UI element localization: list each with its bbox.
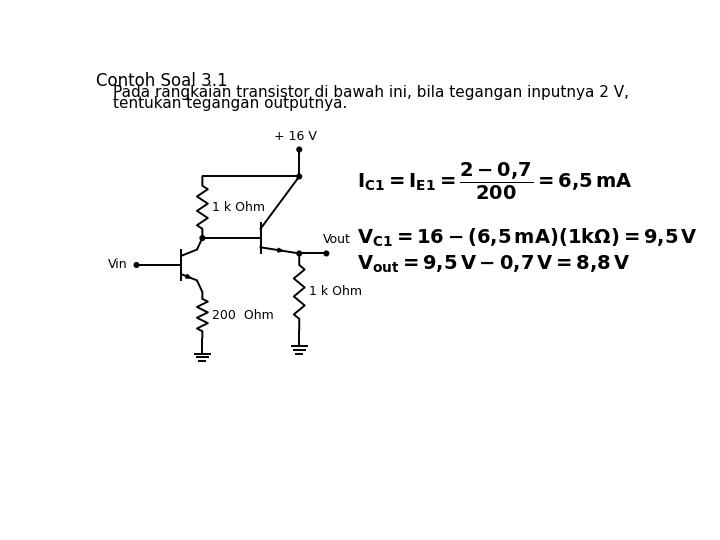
Circle shape [297, 251, 302, 256]
Circle shape [297, 174, 302, 179]
Text: Vout: Vout [323, 233, 351, 246]
Polygon shape [186, 274, 191, 278]
Text: tentukan tegangan outputnya.: tentukan tegangan outputnya. [113, 96, 348, 111]
Text: + 16 V: + 16 V [274, 130, 317, 143]
Polygon shape [278, 248, 283, 252]
Circle shape [324, 251, 329, 256]
Text: $\mathbf{V_{out} = 9{,}5\,V-0{,}7\,V = 8{,}8\,V}$: $\mathbf{V_{out} = 9{,}5\,V-0{,}7\,V = 8… [357, 253, 631, 275]
Text: $\mathbf{V_{C1} = 16-(6{,}5\,mA)(1k\Omega) = 9{,}5\,V}$: $\mathbf{V_{C1} = 16-(6{,}5\,mA)(1k\Omeg… [357, 226, 698, 249]
Text: 200  Ohm: 200 Ohm [212, 308, 274, 321]
Text: 1 k Ohm: 1 k Ohm [212, 201, 265, 214]
Text: Pada rangkaian transistor di bawah ini, bila tegangan inputnya 2 V,: Pada rangkaian transistor di bawah ini, … [113, 85, 629, 100]
Circle shape [297, 147, 302, 152]
Text: $\mathbf{I_{C1} = I_{E1} =} \dfrac{\mathbf{2-0{,}7}}{\mathbf{200}} \mathbf{= 6{,: $\mathbf{I_{C1} = I_{E1} =} \dfrac{\math… [357, 161, 633, 202]
Text: Vin: Vin [107, 259, 127, 272]
Text: Contoh Soal 3.1: Contoh Soal 3.1 [96, 72, 228, 91]
Circle shape [134, 262, 139, 267]
Circle shape [200, 236, 204, 240]
Text: 1 k Ohm: 1 k Ohm [309, 286, 361, 299]
